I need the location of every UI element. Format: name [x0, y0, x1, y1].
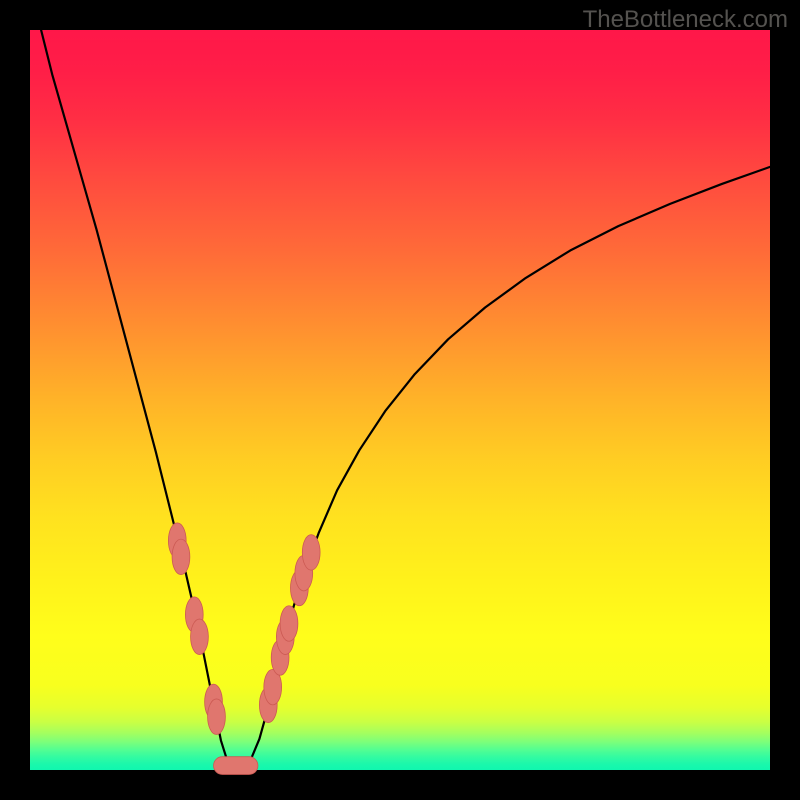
bottleneck-chart: [0, 0, 800, 800]
data-marker: [172, 539, 190, 575]
data-marker: [280, 606, 298, 642]
data-marker: [191, 619, 209, 655]
bottom-marker-strip: [214, 757, 258, 775]
chart-container: TheBottleneck.com: [0, 0, 800, 800]
data-marker: [208, 699, 226, 735]
data-marker: [302, 535, 320, 571]
